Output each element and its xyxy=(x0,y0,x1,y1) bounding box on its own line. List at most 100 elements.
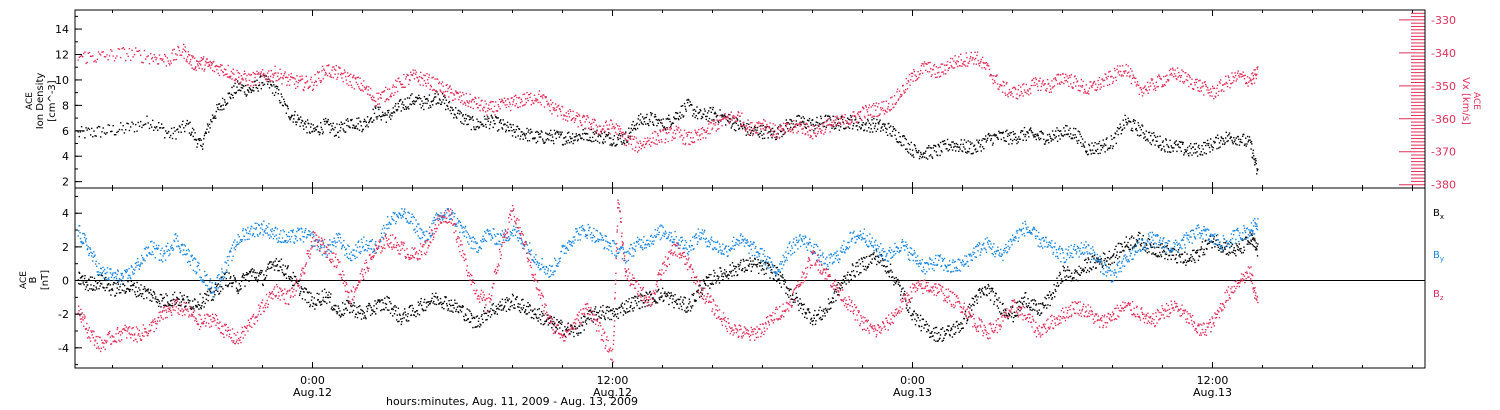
velocity-point xyxy=(705,131,707,133)
density-point xyxy=(87,127,89,129)
density-point xyxy=(973,144,976,146)
velocity-point xyxy=(593,121,595,123)
density-point xyxy=(511,135,514,137)
velocity-point xyxy=(863,107,865,110)
density-point xyxy=(767,137,769,139)
velocity-point xyxy=(245,80,247,82)
density-point xyxy=(1250,141,1252,144)
velocity-point xyxy=(791,129,793,131)
bfield-bx-point xyxy=(357,311,359,313)
velocity-point xyxy=(1099,88,1101,90)
velocity-point xyxy=(77,59,79,61)
bfield-bx-point xyxy=(277,260,280,263)
velocity-point xyxy=(288,74,290,76)
velocity-point xyxy=(655,139,657,141)
velocity-point xyxy=(1140,87,1142,89)
velocity-point xyxy=(587,116,589,119)
density-point xyxy=(756,129,758,131)
density-point xyxy=(1198,144,1200,147)
velocity-point xyxy=(745,125,747,127)
density-point xyxy=(110,130,112,133)
density-point xyxy=(648,124,650,127)
velocity-point xyxy=(685,132,687,134)
velocity-point xyxy=(619,130,621,132)
density-point xyxy=(1130,129,1132,131)
velocity-point xyxy=(1125,63,1127,66)
density-point xyxy=(745,134,747,136)
velocity-point xyxy=(339,67,341,69)
density-point xyxy=(1156,135,1159,138)
density-point xyxy=(743,123,745,126)
density-point xyxy=(538,136,541,138)
velocity-point xyxy=(1229,87,1231,89)
bfield-bx-point xyxy=(81,275,83,278)
velocity-point xyxy=(137,50,139,52)
velocity-point xyxy=(657,135,659,137)
velocity-point xyxy=(430,86,432,88)
density-point xyxy=(906,148,908,150)
velocity-point xyxy=(1226,82,1228,85)
density-point xyxy=(805,127,807,129)
bfield-bx-point xyxy=(534,308,536,310)
velocity-point xyxy=(802,128,804,130)
bfield-bx-point xyxy=(267,263,269,265)
velocity-point xyxy=(1214,95,1216,97)
bfield-bx-point xyxy=(178,298,180,300)
velocity-point xyxy=(519,106,521,108)
bfield-bx-point xyxy=(670,292,672,294)
density-point xyxy=(573,136,576,138)
density-point xyxy=(840,126,842,128)
bfield-bx-point xyxy=(127,281,129,283)
bfield-bx-point xyxy=(243,277,245,279)
density-point xyxy=(1240,138,1242,141)
density-point xyxy=(963,139,966,141)
velocity-point xyxy=(975,63,977,65)
density-point xyxy=(583,132,586,135)
velocity-point xyxy=(928,62,930,64)
density-point xyxy=(801,120,804,123)
density-point xyxy=(276,87,278,90)
bfield-bx-point xyxy=(236,290,238,292)
density-point xyxy=(113,134,116,136)
velocity-point xyxy=(223,74,225,77)
velocity-point xyxy=(1073,82,1075,84)
bfield-bx-point xyxy=(690,307,693,309)
velocity-point xyxy=(1092,82,1094,85)
density-point xyxy=(1053,133,1055,136)
density-point xyxy=(591,140,593,143)
bfield-bx-point xyxy=(286,266,289,268)
bfield-bx-point xyxy=(594,308,596,310)
bfield-bx-point xyxy=(267,266,269,268)
density-point xyxy=(105,133,107,135)
velocity-point xyxy=(1098,83,1100,86)
density-point xyxy=(820,117,822,120)
velocity-point xyxy=(854,115,856,117)
velocity-point xyxy=(1226,85,1229,88)
bfield-bx-point xyxy=(448,303,451,305)
density-point xyxy=(489,123,491,126)
velocity-point xyxy=(724,112,726,115)
velocity-point xyxy=(1215,92,1217,94)
density-point xyxy=(477,120,479,123)
bfield-bx-point xyxy=(507,300,509,302)
density-point xyxy=(1036,133,1039,135)
velocity-point xyxy=(845,119,847,122)
bfield-bx-point xyxy=(417,301,419,303)
bfield-bx-point xyxy=(335,305,337,307)
density-point xyxy=(939,154,941,157)
density-point xyxy=(1198,147,1201,150)
velocity-point xyxy=(905,88,907,91)
velocity-point xyxy=(816,127,818,129)
density-point xyxy=(370,117,372,119)
velocity-point xyxy=(998,88,1000,91)
density-point xyxy=(685,110,687,112)
density-point xyxy=(966,152,968,154)
velocity-point xyxy=(257,73,259,75)
density-point xyxy=(251,89,254,91)
bfield-bx-point xyxy=(237,292,239,294)
density-point xyxy=(521,133,524,136)
velocity-point xyxy=(268,78,271,81)
velocity-point xyxy=(464,102,466,104)
bfield-bx-point xyxy=(195,306,197,308)
density-point xyxy=(1137,122,1139,124)
